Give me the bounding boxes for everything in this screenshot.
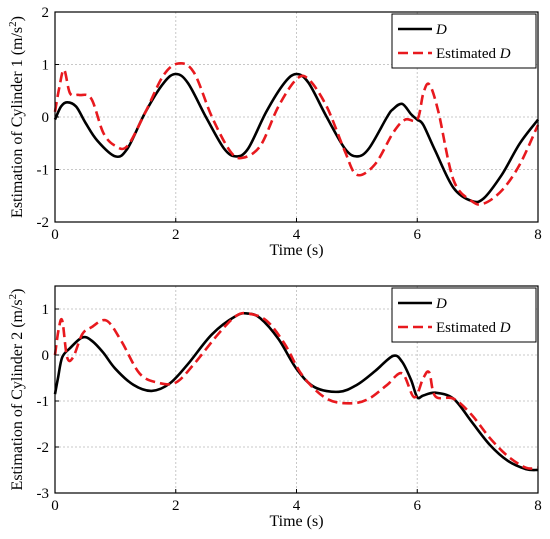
x-tick-label: 4: [293, 227, 301, 243]
chart-cylinder-1: 0 2 4 6 8 -2 -1 0 1 2 Time (s) Estimation of Cylind…: [7, 5, 542, 259]
x-tick-label: 8: [534, 227, 542, 243]
x-axis-label: Time (s): [269, 513, 323, 530]
legend-box: [391, 13, 537, 69]
legend-label: Estimated D: [436, 320, 511, 336]
y-tick-label: -1: [37, 394, 50, 410]
y-tick-label: 0: [42, 348, 50, 364]
x-axis-label: Time (s): [269, 242, 323, 259]
y-axis-label: Estimation of Cylinder 1 (m/s2): [7, 16, 26, 218]
y-tick-label: 0: [42, 110, 50, 126]
x-tick-label: 6: [414, 498, 422, 514]
series-line-estimated-d: [53, 62, 540, 206]
x-tick-label: 0: [51, 227, 59, 243]
y-axis-label: Estimation of Cylinder 2 (m/s2): [7, 289, 26, 491]
y-tick-label: 1: [42, 58, 50, 74]
y-tick-label: -1: [37, 163, 50, 179]
x-tick-label: 2: [172, 498, 180, 514]
y-tick-label: -2: [37, 440, 50, 456]
x-tick-label: 8: [534, 498, 542, 514]
legend-label: D: [435, 22, 447, 38]
x-tick-label: 6: [414, 227, 422, 243]
legend-label: D: [435, 296, 447, 312]
series-line-estimated-d: [53, 311, 539, 470]
y-tick-label: -3: [37, 486, 50, 502]
series-line-d: [53, 72, 540, 204]
x-tick-label: 2: [172, 227, 180, 243]
y-tick-label: 2: [42, 5, 50, 21]
y-tick-label: 1: [42, 302, 50, 318]
x-tick-label: 4: [293, 498, 301, 514]
chart-cylinder-2: 0 2 4 6 8 -3 -2 -1 0 1 Time (s) Estimation of Cylin…: [7, 285, 542, 530]
y-tick-label: -2: [37, 215, 50, 231]
x-tick-label: 0: [51, 498, 59, 514]
series-line-d: [53, 311, 539, 472]
legend-label: Estimated D: [436, 46, 511, 62]
legend-box: [391, 287, 537, 343]
